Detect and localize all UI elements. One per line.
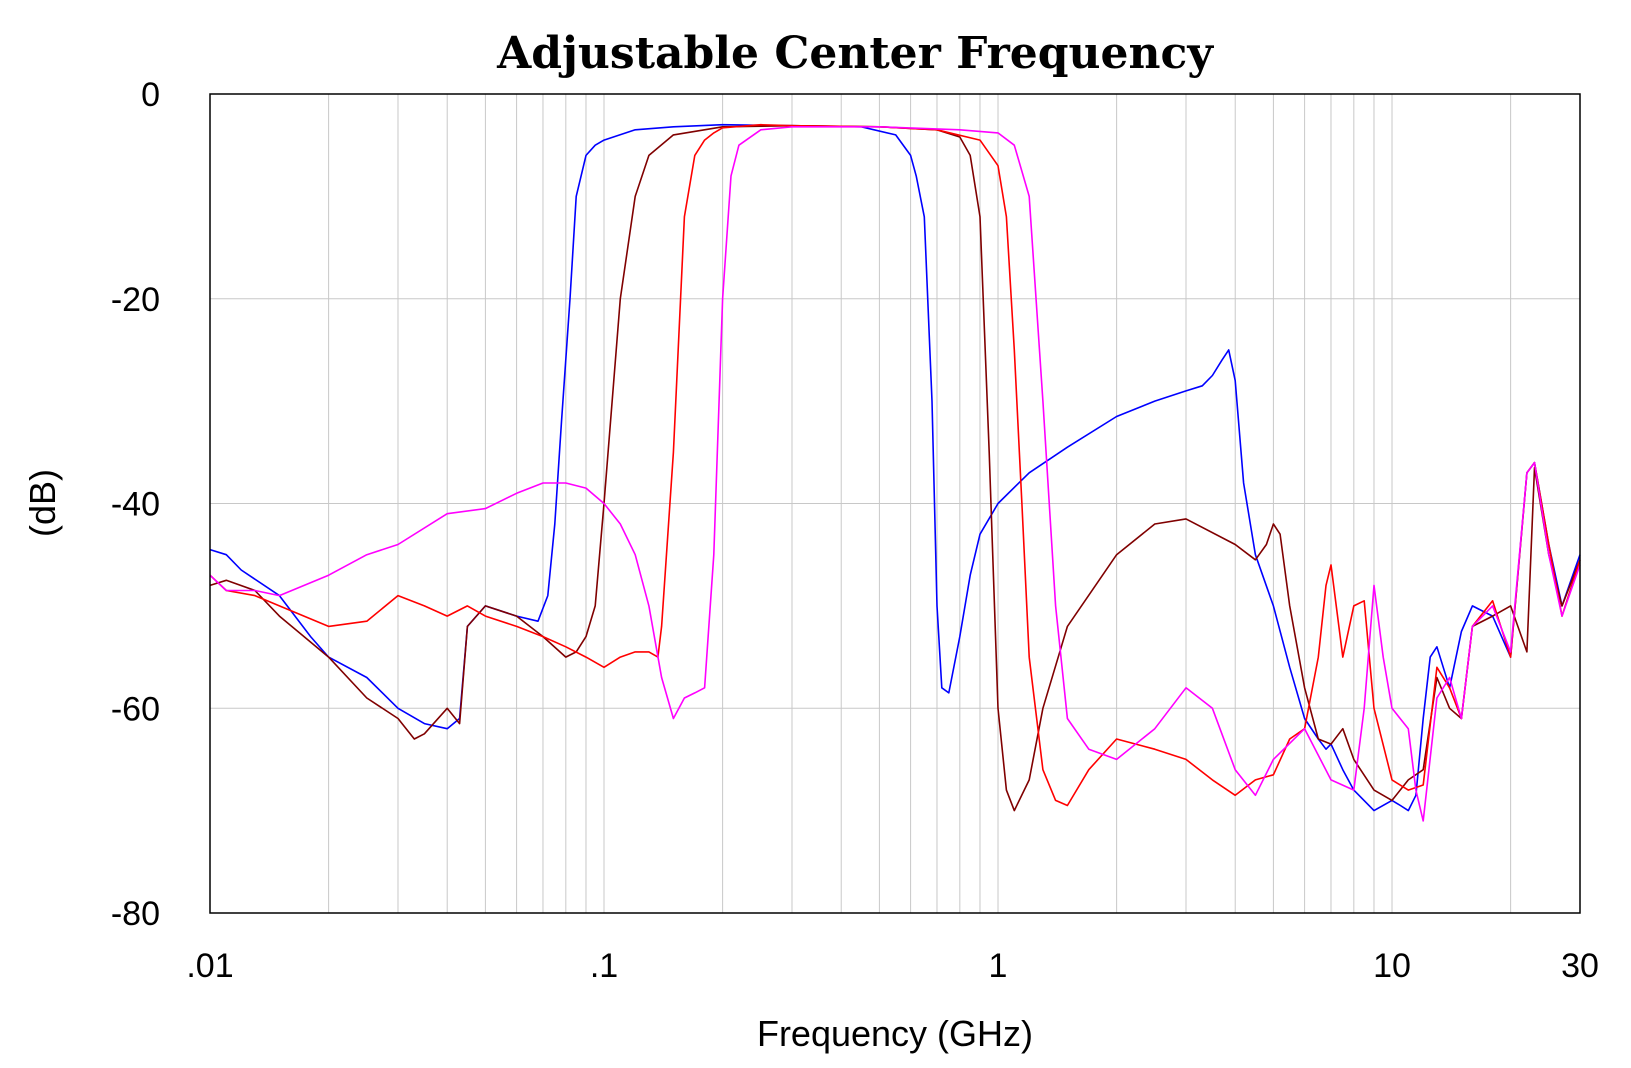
series-line-2 — [209, 124, 1581, 812]
y-tick-label: 0 — [141, 76, 160, 114]
y-tick-labels: 0 -20 -40 -60 -80 — [111, 76, 160, 933]
x-tick-label: 1 — [989, 947, 1008, 985]
y-tick-label: -60 — [111, 690, 160, 728]
series-line-3 — [209, 123, 1581, 807]
plot-frame — [209, 93, 1581, 914]
chart-title: Adjustable Center Frequency — [496, 28, 1214, 79]
series-line-4 — [209, 126, 1581, 822]
x-tick-label: 10 — [1373, 947, 1411, 985]
x-tick-labels: .01 .1 1 10 30 — [186, 947, 1599, 985]
series-layer — [209, 123, 1581, 822]
y-tick-label: -80 — [111, 895, 160, 933]
x-tick-label: .1 — [590, 947, 618, 985]
grid — [210, 94, 1580, 913]
x-tick-label: .01 — [186, 947, 233, 985]
y-tick-label: -40 — [111, 486, 160, 524]
x-tick-label: 30 — [1561, 947, 1599, 985]
y-axis-label: (dB) — [22, 469, 63, 537]
x-axis-label: Frequency (GHz) — [757, 1013, 1033, 1054]
y-tick-label: -20 — [111, 281, 160, 319]
